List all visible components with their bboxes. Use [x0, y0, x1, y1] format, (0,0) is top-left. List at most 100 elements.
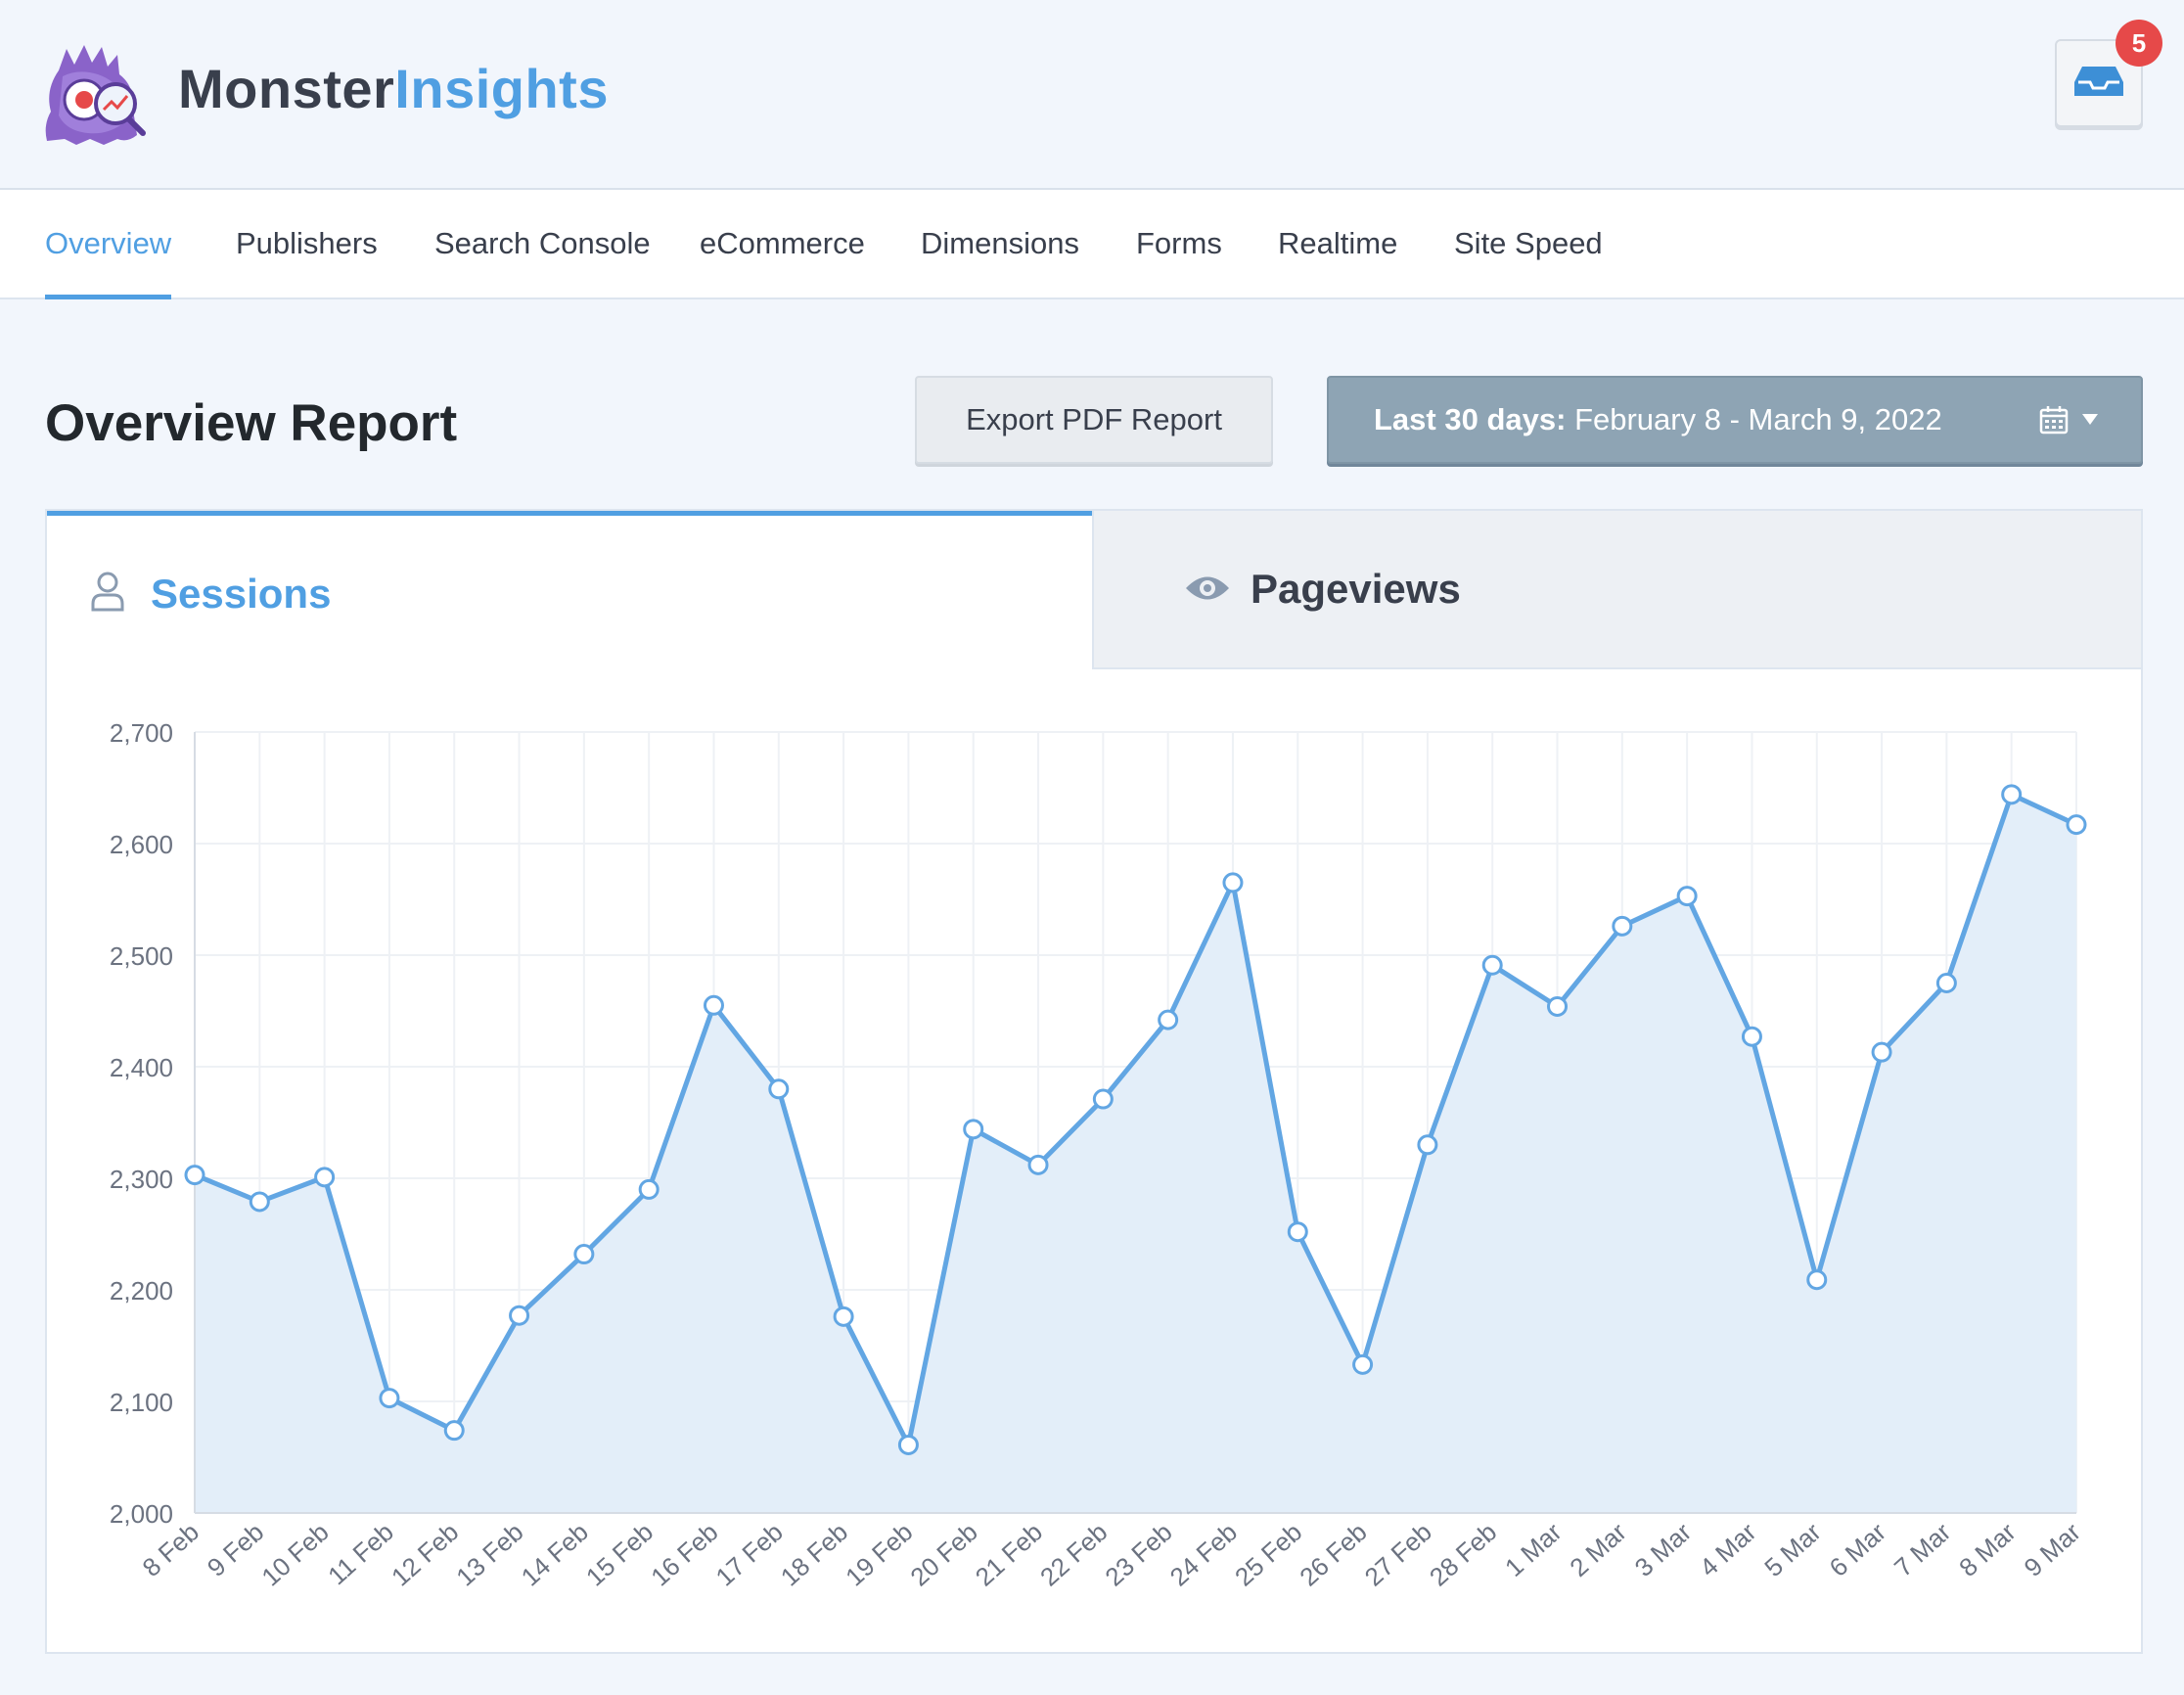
data-point	[1612, 915, 1633, 937]
data-point	[1676, 886, 1698, 907]
data-point	[768, 1078, 790, 1100]
x-tick-label: 28 Feb	[1424, 1517, 1502, 1591]
x-tick-label: 4 Mar	[1694, 1517, 1762, 1582]
x-tick-label: 22 Feb	[1034, 1517, 1113, 1591]
x-tick-label: 13 Feb	[450, 1517, 528, 1591]
data-point	[1092, 1088, 1114, 1110]
tab-realtime[interactable]: Realtime	[1278, 226, 1398, 260]
x-tick-label: 27 Feb	[1359, 1517, 1437, 1591]
data-point	[638, 1178, 660, 1200]
x-tick-label: 15 Feb	[580, 1517, 659, 1591]
y-tick-label: 2,400	[110, 1053, 173, 1082]
brand-name: MonsterInsights	[178, 57, 609, 120]
sessions-area	[195, 794, 2076, 1513]
chevron-down-icon	[2082, 414, 2098, 425]
x-tick-label: 21 Feb	[970, 1517, 1048, 1591]
tab-ecommerce[interactable]: eCommerce	[700, 226, 865, 260]
x-tick-label: 16 Feb	[645, 1517, 723, 1591]
sessions-tab-label: Sessions	[151, 571, 332, 617]
data-point	[897, 1434, 919, 1455]
date-range-text: Last 30 days: February 8 - March 9, 2022	[1374, 378, 1942, 462]
app-header: MonsterInsights 5	[0, 0, 2184, 190]
x-tick-label: 5 Mar	[1758, 1517, 1827, 1582]
x-tick-label: 10 Feb	[255, 1517, 334, 1591]
data-point	[314, 1167, 336, 1188]
data-point	[1547, 995, 1569, 1017]
tab-sessions[interactable]: Sessions	[47, 511, 1092, 667]
data-point	[509, 1305, 530, 1326]
data-point	[1871, 1041, 1892, 1063]
data-point	[379, 1388, 400, 1409]
sessions-line	[194, 792, 2078, 1447]
x-tick-label: 14 Feb	[516, 1517, 594, 1591]
x-tick-label: 2 Mar	[1564, 1517, 1632, 1582]
report-nav: Overview Publishers Search Console eComm…	[0, 190, 2184, 299]
export-pdf-button[interactable]: Export PDF Report	[915, 376, 1273, 464]
x-tick-label: 18 Feb	[775, 1517, 853, 1591]
y-tick-label: 2,600	[110, 830, 173, 859]
y-tick-label: 2,700	[110, 718, 173, 748]
x-tick-label: 19 Feb	[840, 1517, 918, 1591]
data-point	[443, 1420, 465, 1442]
data-point	[1222, 872, 1244, 893]
x-tick-label: 9 Mar	[2019, 1517, 2087, 1582]
calendar-icon	[2039, 406, 2069, 435]
data-point	[1481, 954, 1503, 976]
user-icon	[91, 572, 124, 612]
x-tick-label: 6 Mar	[1824, 1517, 1892, 1582]
y-tick-label: 2,000	[110, 1499, 173, 1529]
y-tick-label: 2,200	[110, 1276, 173, 1306]
date-range-prefix: Last 30 days:	[1374, 402, 1567, 436]
sessions-chart: 2,000 2,100 2,200 2,300 2,400 2,500 2,600 2,700…	[110, 718, 2087, 1592]
y-tick-label: 2,500	[110, 941, 173, 971]
brand-name-part2: Insights	[394, 58, 609, 119]
data-point	[249, 1191, 270, 1213]
data-point	[2001, 784, 2023, 805]
data-point	[1352, 1353, 1374, 1375]
x-tick-label: 3 Mar	[1629, 1517, 1698, 1582]
y-tick-label: 2,300	[110, 1165, 173, 1194]
data-point	[833, 1306, 854, 1327]
x-tick-label: 23 Feb	[1099, 1517, 1177, 1591]
overview-report-card: Sessions Pageviews 2,000 2,100 2,200 2,300 2…	[45, 509, 2143, 1654]
x-tick-label: 8 Mar	[1953, 1517, 2022, 1582]
x-tick-label: 25 Feb	[1229, 1517, 1307, 1591]
x-tick-label: 24 Feb	[1164, 1517, 1243, 1591]
tab-publishers[interactable]: Publishers	[236, 226, 378, 260]
data-point	[1158, 1009, 1179, 1031]
tab-dimensions[interactable]: Dimensions	[921, 226, 1079, 260]
data-point	[703, 994, 724, 1016]
data-point	[184, 1165, 205, 1186]
notifications-button[interactable]	[2055, 39, 2143, 127]
data-point	[573, 1244, 595, 1265]
tab-pageviews[interactable]: Pageviews	[1092, 511, 2141, 669]
page-title: Overview Report	[45, 394, 458, 452]
pageviews-tab-label: Pageviews	[1251, 566, 1461, 612]
date-range-value: February 8 - March 9, 2022	[1574, 402, 1942, 436]
monster-logo-icon	[45, 45, 146, 145]
data-point	[1027, 1154, 1049, 1175]
x-tick-label: 26 Feb	[1294, 1517, 1372, 1591]
data-point	[1287, 1221, 1308, 1243]
data-point	[1741, 1026, 1762, 1047]
eye-icon	[1186, 576, 1229, 600]
x-tick-label: 1 Mar	[1499, 1517, 1568, 1582]
tab-forms[interactable]: Forms	[1136, 226, 1222, 260]
x-tick-label: 11 Feb	[322, 1517, 399, 1590]
x-tick-label: 17 Feb	[710, 1517, 789, 1591]
x-tick-label: 12 Feb	[386, 1517, 464, 1591]
tab-overview[interactable]: Overview	[45, 190, 172, 299]
data-point	[1417, 1134, 1438, 1156]
date-range-picker[interactable]: Last 30 days: February 8 - March 9, 2022	[1327, 376, 2143, 464]
y-tick-label: 2,100	[110, 1388, 173, 1417]
brand-name-part1: Monster	[178, 58, 395, 119]
tab-search-console[interactable]: Search Console	[434, 226, 651, 260]
notification-count-badge: 5	[2116, 20, 2162, 67]
x-tick-label: 20 Feb	[905, 1517, 983, 1591]
tab-site-speed[interactable]: Site Speed	[1454, 226, 1603, 260]
inbox-icon	[2074, 67, 2123, 96]
x-tick-label: 7 Mar	[1888, 1517, 1957, 1582]
data-point	[1806, 1269, 1828, 1291]
data-point	[2066, 814, 2087, 836]
data-point	[1935, 973, 1957, 993]
